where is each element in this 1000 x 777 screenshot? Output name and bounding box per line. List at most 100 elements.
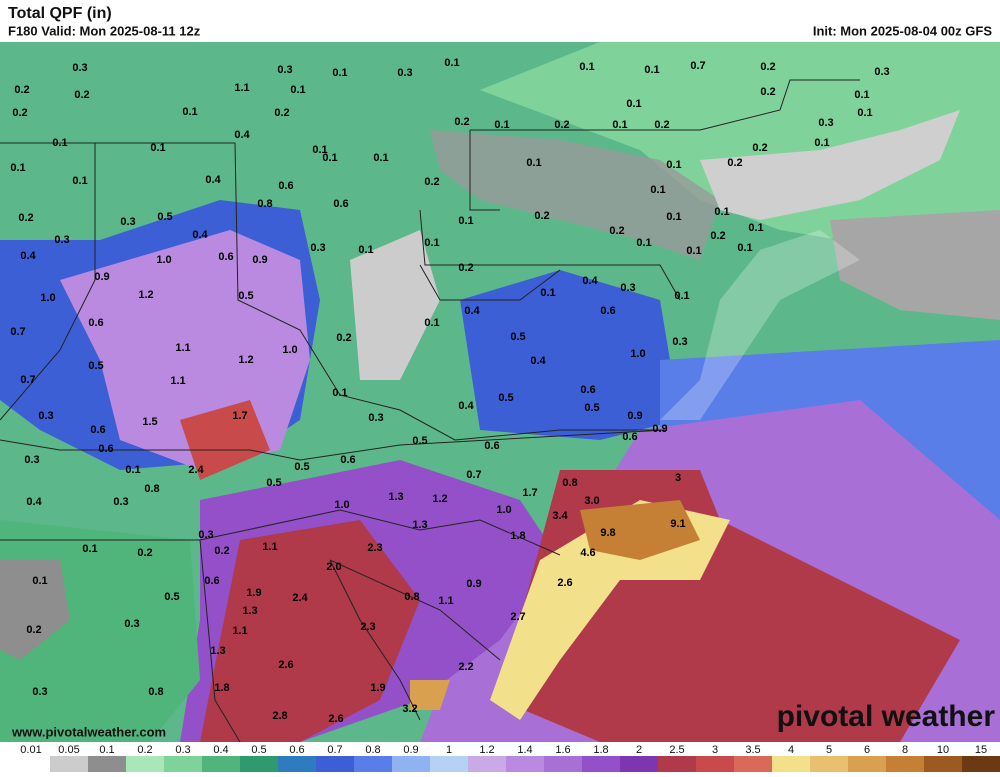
map-value-label: 0.1 <box>424 237 439 249</box>
map-value-label: 0.1 <box>857 107 872 119</box>
valid-time: F180 Valid: Mon 2025-08-11 12z <box>8 23 201 38</box>
map-value-label: 0.6 <box>340 454 355 466</box>
map-value-label: 1.2 <box>138 289 153 301</box>
map-value-label: 0.4 <box>192 229 208 241</box>
map-value-label: 0.4 <box>458 400 474 412</box>
map-value-label: 0.1 <box>52 137 67 149</box>
map-value-label: 2.0 <box>326 561 341 573</box>
map-value-label: 0.3 <box>38 410 53 422</box>
map-value-label: 0.1 <box>737 242 752 254</box>
map-value-label: 2.2 <box>458 661 473 673</box>
map-value-label: 0.6 <box>278 180 293 192</box>
map-value-label: 0.2 <box>424 176 439 188</box>
map-value-label: 0.3 <box>818 117 833 129</box>
map-value-label: 0.9 <box>94 271 109 283</box>
map-value-label: 0.8 <box>404 591 419 603</box>
map-value-label: 0.4 <box>234 129 250 141</box>
map-value-label: 0.2 <box>454 116 469 128</box>
map-value-label: 0.1 <box>373 152 388 164</box>
map-value-label: 0.6 <box>333 198 348 210</box>
colorbar-swatch <box>12 756 50 772</box>
map-value-label: 1.7 <box>522 487 537 499</box>
map-value-label: 0.9 <box>652 423 667 435</box>
map-value-label: 0.6 <box>600 305 615 317</box>
map-value-label: 0.1 <box>332 387 347 399</box>
colorbar-label: 1.2 <box>479 744 494 756</box>
map-value-label: 0.2 <box>458 262 473 274</box>
map-value-label: 0.6 <box>90 424 105 436</box>
map-labels: 0.30.2 0.20.20.10.10.10.20.30.41.00.70.70… <box>10 57 889 725</box>
map-value-label: 3.2 <box>402 703 417 715</box>
colorbar-swatch <box>240 756 278 772</box>
map-value-label: 0.1 <box>72 175 87 187</box>
map-value-label: 0.6 <box>484 440 499 452</box>
map-value-label: 0.1 <box>666 159 681 171</box>
colorbar-label: 2.5 <box>669 744 684 756</box>
map-value-label: 1.1 <box>175 342 190 354</box>
map-value-label: 1.0 <box>334 499 349 511</box>
map-value-label: 0.1 <box>686 245 701 257</box>
map-value-label: 0.2 <box>74 89 89 101</box>
colorbar-swatch <box>202 756 240 772</box>
colorbar-label: 1 <box>446 744 452 756</box>
map-value-label: 0.7 <box>690 60 705 72</box>
map-value-label: 0.1 <box>714 206 729 218</box>
map-value-label: 2.6 <box>328 713 343 725</box>
map-value-label: 0.3 <box>620 282 635 294</box>
map-value-label: 0.3 <box>54 234 69 246</box>
colorbar-label: 15 <box>975 744 987 756</box>
map-value-label: 2.3 <box>367 542 382 554</box>
map-value-label: 0.6 <box>98 443 113 455</box>
map-value-label: 1.0 <box>156 254 171 266</box>
map-value-label: 1.8 <box>510 530 525 542</box>
map-value-label: 0.9 <box>627 410 642 422</box>
map-value-label: 0.8 <box>148 686 163 698</box>
map-value-label: 0.6 <box>218 251 233 263</box>
map <box>0 42 1000 742</box>
map-value-label: 0.1 <box>290 84 305 96</box>
colorbar-swatch <box>848 756 886 772</box>
map-value-label: 0.3 <box>198 529 213 541</box>
map-value-label: 0.5 <box>498 392 513 404</box>
map-value-label: 0.1 <box>150 142 165 154</box>
map-value-label: 0.2 <box>274 107 289 119</box>
map-value-label: 1.3 <box>242 605 257 617</box>
map-value-label: 0.1 <box>182 106 197 118</box>
colorbar-swatch <box>582 756 620 772</box>
map-value-label: 0.7 <box>10 326 25 338</box>
map-value-label: 0.1 <box>666 211 681 223</box>
map-value-label: 0.1 <box>644 64 659 76</box>
map-value-label: 0.6 <box>622 431 637 443</box>
map-value-label: 0.4 <box>26 496 42 508</box>
logo: pivotal weather <box>777 700 996 733</box>
map-value-label: 0.3 <box>397 67 412 79</box>
map-value-label: 0.1 <box>444 57 459 69</box>
map-value-label: 0.7 <box>20 374 35 386</box>
colorbar-label: 0.05 <box>58 744 79 756</box>
map-value-label: 0.3 <box>124 618 139 630</box>
colorbar-label: 0.4 <box>213 744 228 756</box>
colorbar-swatch <box>620 756 658 772</box>
map-value-label: 1.3 <box>210 645 225 657</box>
map-value-label: 2.6 <box>278 659 293 671</box>
map-value-label: 0.2 <box>214 545 229 557</box>
colorbar-swatch <box>88 756 126 772</box>
map-value-label: 1.9 <box>246 587 261 599</box>
map-value-label: 0.3 <box>277 64 292 76</box>
map-value-label: 3.4 <box>552 510 568 522</box>
colorbar-label: 0.5 <box>251 744 266 756</box>
map-value-label: 0.4 <box>530 355 546 367</box>
map-value-label: 0.3 <box>310 242 325 254</box>
map-value-label: 0.4 <box>582 275 598 287</box>
map-value-label: 0.1 <box>612 119 627 131</box>
map-value-label: 0.1 <box>494 119 509 131</box>
map-value-label: 0.3 <box>32 686 47 698</box>
map-value-label: 0.1 <box>458 215 473 227</box>
title: Total QPF (in) <box>8 5 112 22</box>
map-value-label: 0.1 <box>312 144 327 156</box>
colorbar-label: 1.8 <box>593 744 608 756</box>
map-value-label: 0.1 <box>854 89 869 101</box>
map-value-label: 9.1 <box>670 518 685 530</box>
map-value-label: 0.1 <box>32 575 47 587</box>
colorbar-swatch <box>468 756 506 772</box>
